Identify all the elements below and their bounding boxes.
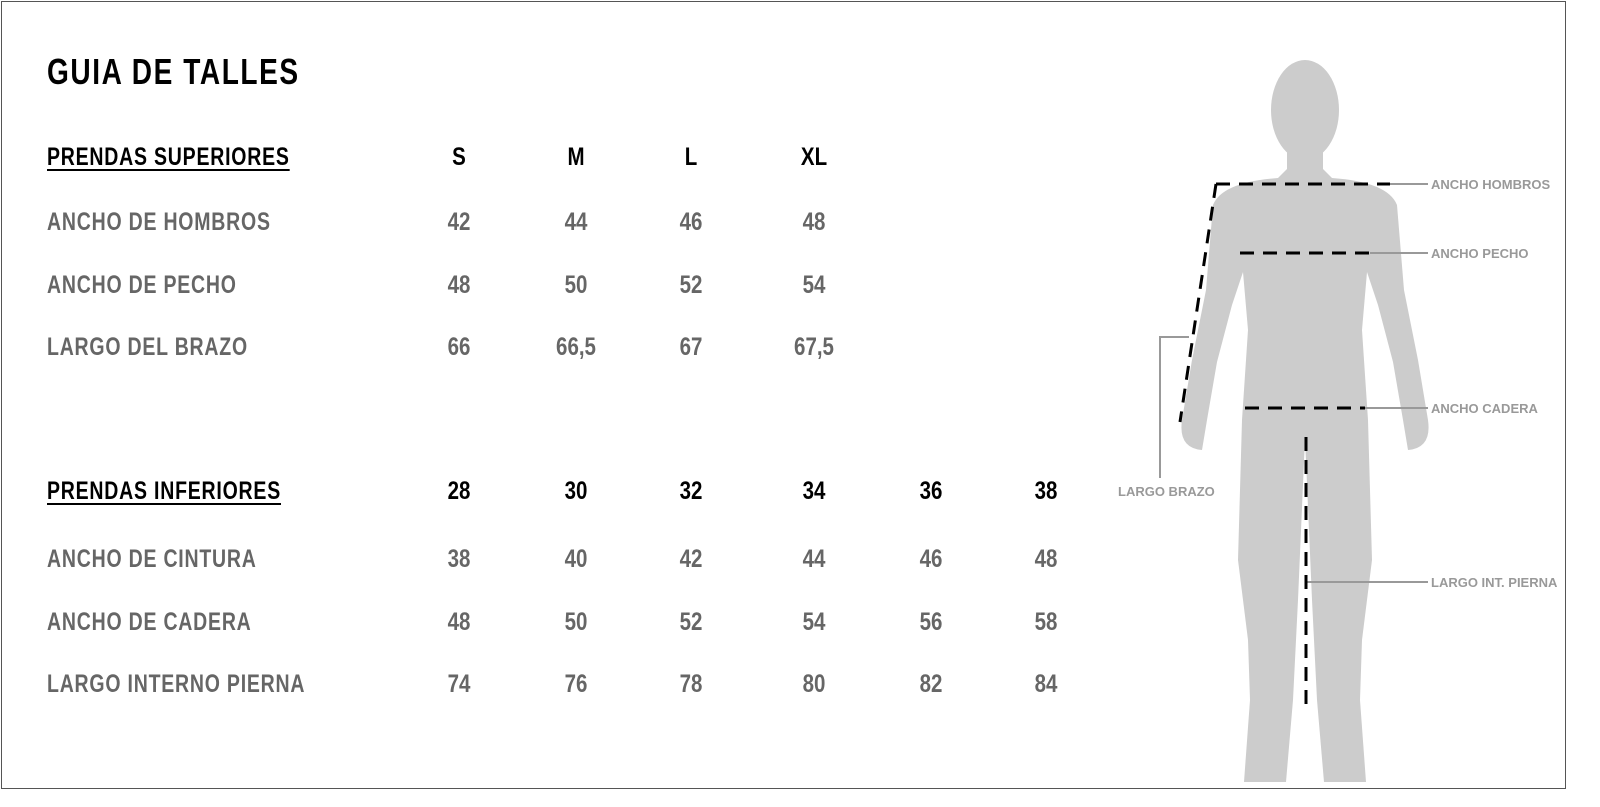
arm-dash: [1178, 183, 1218, 423]
upper-section-heading: PRENDAS SUPERIORES: [47, 143, 290, 171]
size-value: 38: [447, 545, 471, 573]
page-border: [1, 1, 1566, 789]
lower-section-heading: PRENDAS INFERIORES: [47, 477, 281, 505]
label-largo-brazo: LARGO BRAZO: [1118, 484, 1215, 499]
size-header: M: [567, 143, 585, 171]
size-value: 48: [1034, 545, 1058, 573]
size-value: 52: [679, 608, 703, 636]
leader-lines: [1159, 183, 1428, 583]
size-header: 36: [919, 477, 943, 505]
label-ancho-cadera: ANCHO CADERA: [1431, 401, 1539, 416]
size-value: 82: [919, 670, 943, 698]
body: [1181, 168, 1429, 782]
silhouette: [1181, 60, 1429, 782]
size-header: 38: [1034, 477, 1058, 505]
size-header: 28: [447, 477, 471, 505]
size-value: 50: [564, 271, 588, 299]
size-value: 66: [447, 333, 471, 361]
row-label: ANCHO DE CADERA: [47, 608, 252, 636]
size-value: 67,5: [794, 333, 834, 361]
row-label: ANCHO DE CINTURA: [47, 545, 257, 573]
label-ancho-pecho: ANCHO PECHO: [1431, 246, 1529, 261]
size-value: 50: [564, 608, 588, 636]
row-label: LARGO INTERNO PIERNA: [47, 670, 306, 698]
head: [1271, 60, 1339, 160]
size-value: 48: [802, 208, 826, 236]
row-label: ANCHO DE HOMBROS: [47, 208, 271, 236]
size-value: 80: [802, 670, 826, 698]
size-value: 42: [679, 545, 703, 573]
row-label: LARGO DEL BRAZO: [47, 333, 248, 361]
measurement-dashes: [1178, 182, 1390, 712]
label-ancho-hombros: ANCHO HOMBROS: [1431, 177, 1550, 192]
size-value: 46: [679, 208, 703, 236]
size-header: S: [452, 143, 466, 171]
size-value: 66,5: [556, 333, 596, 361]
size-value: 40: [564, 545, 588, 573]
size-value: 46: [919, 545, 943, 573]
size-header: 32: [679, 477, 703, 505]
size-value: 67: [679, 333, 703, 361]
size-value: 78: [679, 670, 703, 698]
size-header: L: [684, 143, 698, 171]
size-header: XL: [800, 143, 828, 171]
size-value: 44: [802, 545, 826, 573]
size-header: 30: [564, 477, 588, 505]
size-header: 34: [802, 477, 826, 505]
size-value: 44: [564, 208, 588, 236]
row-label: ANCHO DE PECHO: [47, 271, 237, 299]
size-value: 74: [447, 670, 471, 698]
size-value: 76: [564, 670, 588, 698]
size-value: 54: [802, 608, 826, 636]
page-title: GUIA DE TALLES: [47, 51, 300, 92]
size-value: 48: [447, 608, 471, 636]
size-value: 56: [919, 608, 943, 636]
size-value: 48: [447, 271, 471, 299]
size-value: 58: [1034, 608, 1058, 636]
size-value: 42: [447, 208, 471, 236]
size-value: 54: [802, 271, 826, 299]
size-value: 52: [679, 271, 703, 299]
size-value: 84: [1034, 670, 1058, 698]
label-largo-int-pierna: LARGO INT. PIERNA: [1431, 575, 1558, 590]
